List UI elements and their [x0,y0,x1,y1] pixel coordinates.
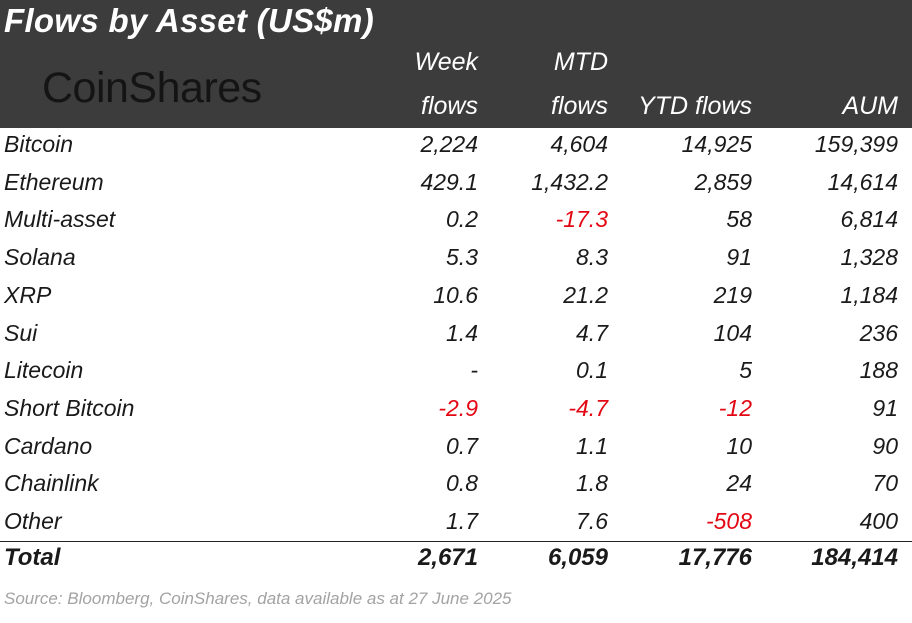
cell-ethereum-col4: 14,614 [827,169,898,195]
cell-xrp-col3: 219 [713,282,752,308]
row-label-xrp: XRP [4,282,52,308]
cell-solana-col1: 5.3 [446,244,478,270]
coinshares-logo: CoinShares [42,64,262,112]
cell-xrp-col2: 21.2 [563,282,608,308]
cell-ethereum-col2: 1,432.2 [531,169,608,195]
cell-cardano-col4: 90 [872,433,898,459]
column-header-1-line2: flows [421,92,478,120]
cell-other-col1: 1.7 [446,508,478,534]
column-header-4-line2: AUM [842,92,898,120]
cell-other-col2: 7.6 [576,508,608,534]
cell-litecoin-col3: 5 [739,357,752,383]
total-col3: 17,776 [678,544,752,571]
row-label-other: Other [4,508,62,534]
cell-bitcoin-col3: 14,925 [681,131,752,157]
column-header-1-line1: Week [414,48,478,76]
cell-bitcoin-col2: 4,604 [550,131,608,157]
cell-chainlink-col1: 0.8 [446,470,478,496]
total-col2: 6,059 [547,544,608,571]
table-header-band: Flows by Asset (US$m) CoinShares Week flo… [0,0,912,128]
cell-solana-col3: 91 [726,244,752,270]
cell-multi-asset-col1: 0.2 [446,206,478,232]
column-header-3-line2: YTD flows [638,92,752,120]
cell-bitcoin-col4: 159,399 [814,131,898,157]
cell-short-bitcoin-col1: -2.9 [438,395,478,421]
total-divider [0,541,912,542]
row-label-litecoin: Litecoin [4,357,84,383]
chart-title: Flows by Asset (US$m) [4,2,374,39]
row-label-short-bitcoin: Short Bitcoin [4,395,135,421]
cell-litecoin-col4: 188 [859,357,898,383]
cell-sui-col1: 1.4 [446,320,478,346]
row-label-chainlink: Chainlink [4,470,99,496]
row-label-bitcoin: Bitcoin [4,131,74,157]
cell-multi-asset-col2: -17.3 [555,206,608,232]
cell-ethereum-col3: 2,859 [694,169,752,195]
cell-solana-col4: 1,328 [840,244,898,270]
cell-cardano-col1: 0.7 [446,433,478,459]
cell-sui-col3: 104 [713,320,752,346]
row-label-cardano: Cardano [4,433,93,459]
row-label-sui: Sui [4,320,38,346]
cell-chainlink-col3: 24 [726,470,752,496]
cell-cardano-col2: 1.1 [576,433,608,459]
cell-litecoin-col2: 0.1 [576,357,608,383]
cell-short-bitcoin-col4: 91 [872,395,898,421]
cell-solana-col2: 8.3 [576,244,608,270]
row-label-multi-asset: Multi-asset [4,206,116,232]
row-label-ethereum: Ethereum [4,169,104,195]
cell-chainlink-col4: 70 [872,470,898,496]
cell-multi-asset-col3: 58 [726,206,752,232]
cell-ethereum-col1: 429.1 [420,169,478,195]
cell-other-col3: -508 [705,508,752,534]
cell-short-bitcoin-col3: -12 [718,395,752,421]
cell-litecoin-col1: - [470,357,478,383]
cell-xrp-col1: 10.6 [433,282,478,308]
cell-cardano-col3: 10 [726,433,752,459]
cell-short-bitcoin-col2: -4.7 [568,395,608,421]
source-note: Source: Bloomberg, CoinShares, data avai… [4,589,512,608]
cell-xrp-col4: 1,184 [840,282,898,308]
total-col1: 2,671 [417,544,478,571]
cell-multi-asset-col4: 6,814 [840,206,898,232]
cell-sui-col2: 4.7 [576,320,608,346]
total-col4: 184,414 [811,544,898,571]
cell-bitcoin-col1: 2,224 [420,131,478,157]
total-label: Total [4,544,61,571]
column-header-2-line2: flows [551,92,608,120]
column-header-2-line1: MTD [553,48,608,76]
cell-chainlink-col2: 1.8 [576,470,608,496]
row-label-solana: Solana [4,244,76,270]
cell-other-col4: 400 [859,508,898,534]
cell-sui-col4: 236 [859,320,898,346]
